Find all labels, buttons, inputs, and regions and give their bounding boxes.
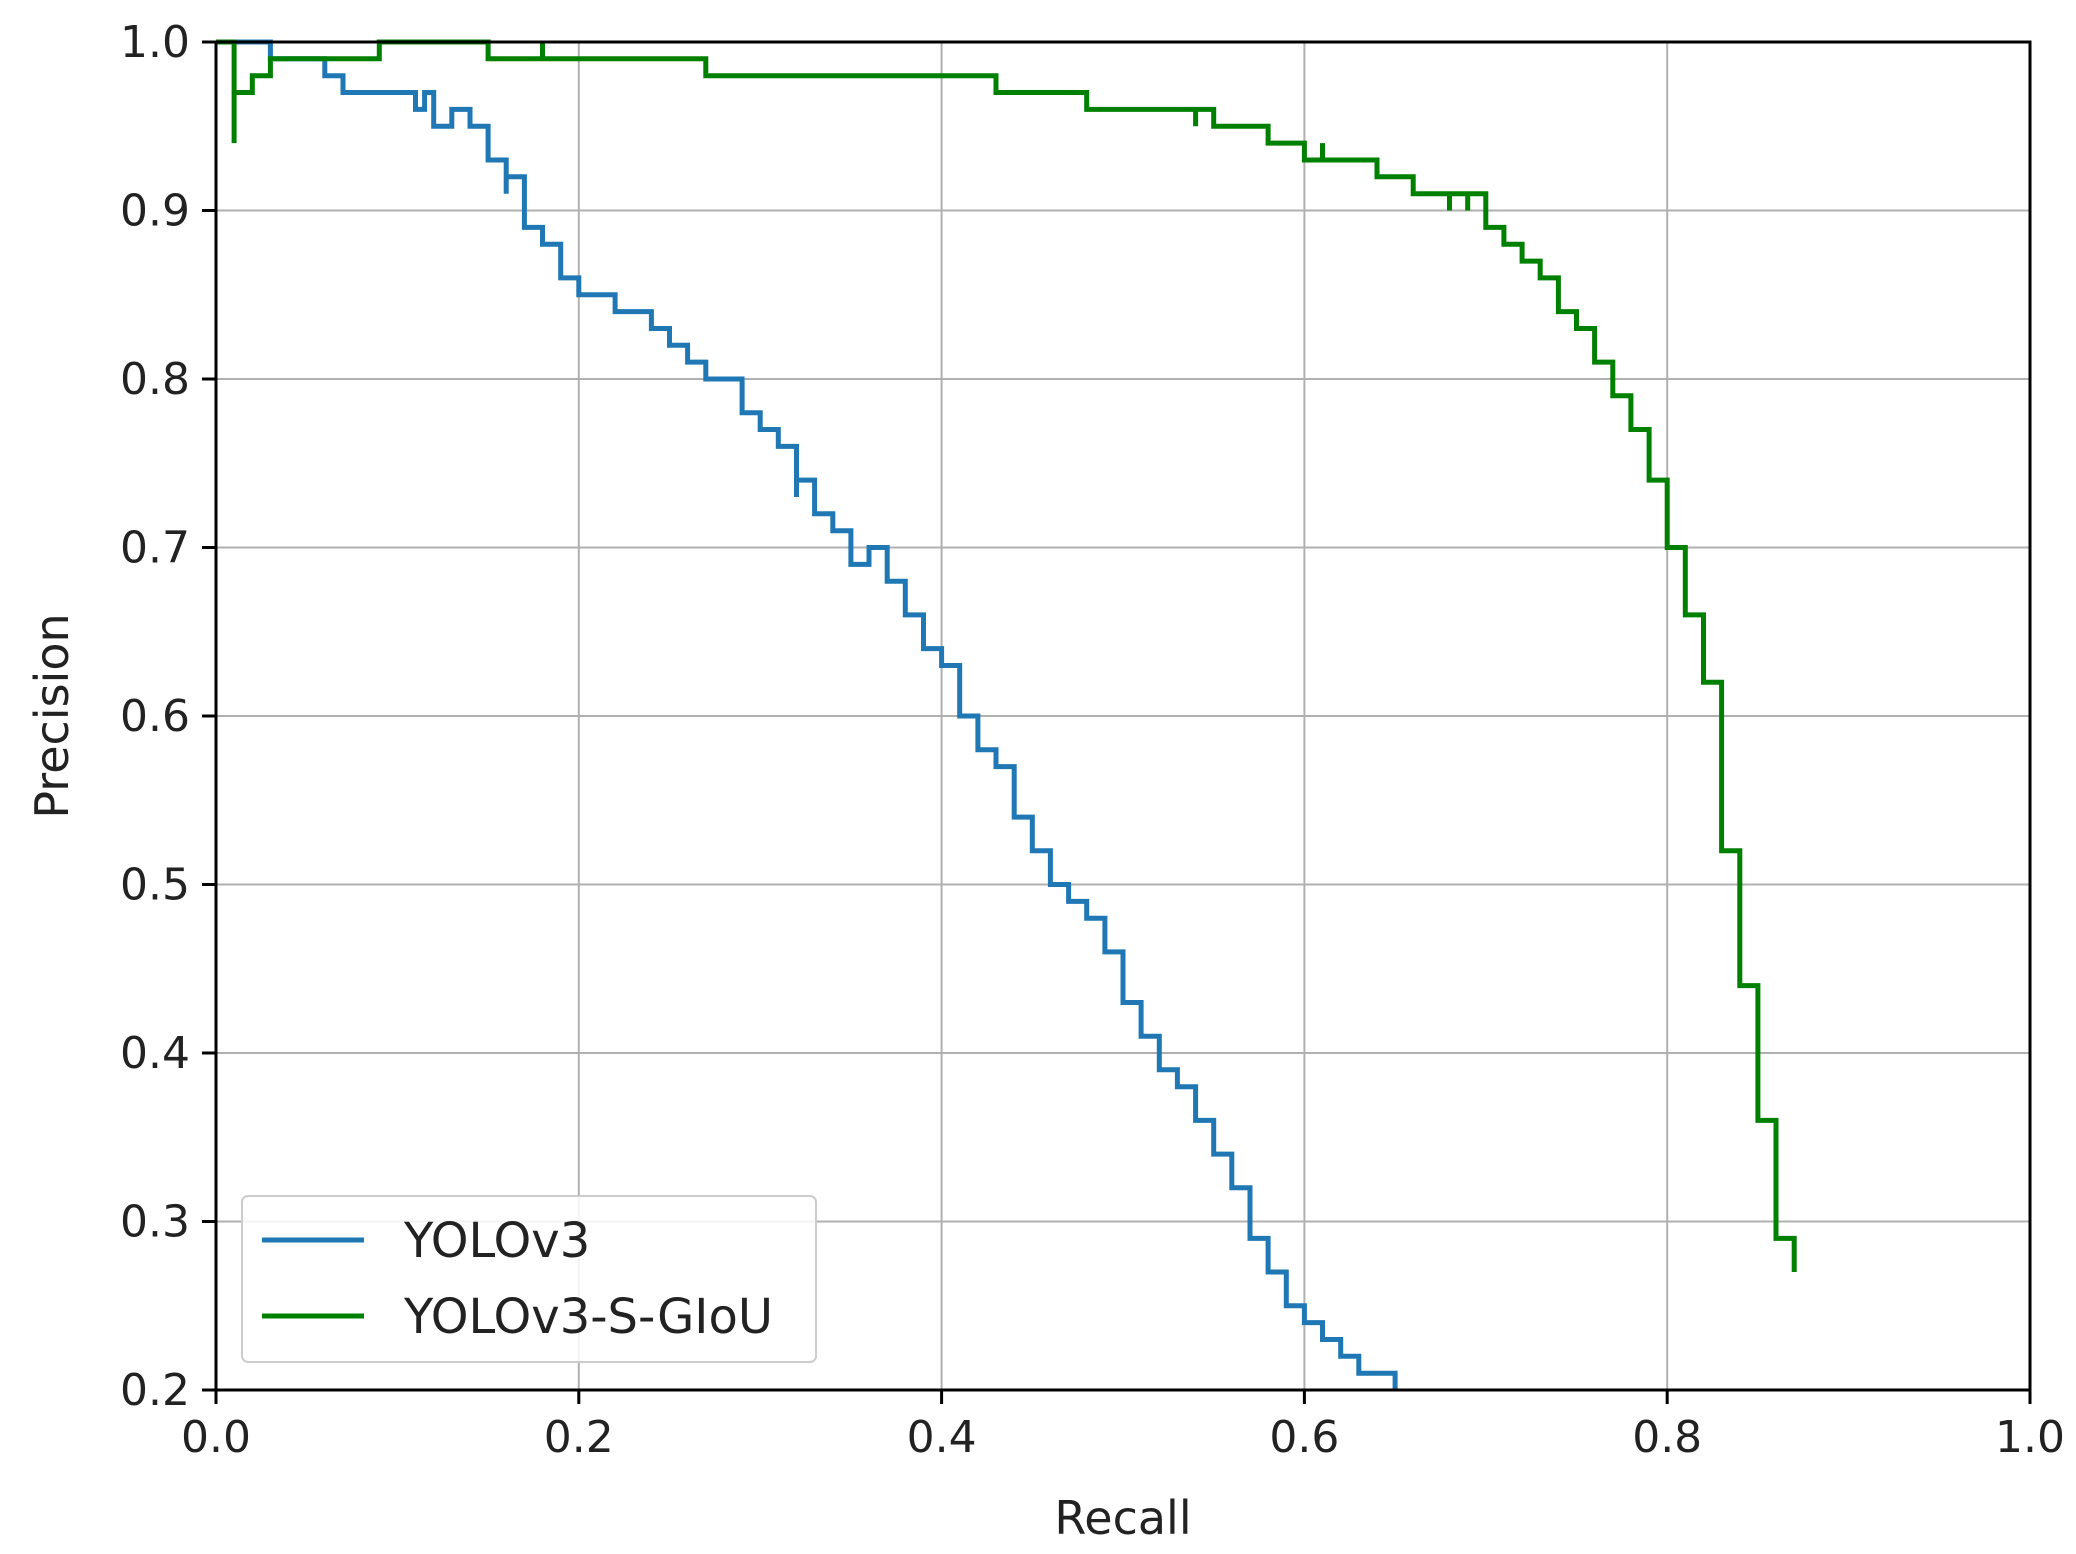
y-tick-label: 0.2 [120, 1365, 190, 1416]
x-tick-label: 1.0 [1995, 1412, 2065, 1463]
y-tick-label: 0.4 [120, 1028, 190, 1079]
legend-label-yolov3-s-giou: YOLOv3-S-GIoU [403, 1289, 773, 1345]
x-tick-label: 0.8 [1632, 1412, 1702, 1463]
y-tick-label: 0.3 [120, 1197, 190, 1248]
y-tick-label: 0.9 [120, 186, 190, 237]
x-axis-label: Recall [1054, 1491, 1191, 1545]
legend: YOLOv3 YOLOv3-S-GIoU [241, 1195, 817, 1363]
y-tick-label: 0.6 [120, 691, 190, 742]
x-tick-label: 0.6 [1269, 1412, 1339, 1463]
x-tick-label: 0.2 [544, 1412, 614, 1463]
x-tick-label: 0.0 [181, 1412, 251, 1463]
y-axis-label: Precision [25, 613, 79, 818]
y-tick-label: 0.8 [120, 354, 190, 405]
y-tick-label: 0.5 [120, 860, 190, 911]
y-tick-label: 0.7 [120, 523, 190, 574]
axis-ticks: 0.0 0.2 0.4 0.6 0.8 1.00.20.30.40.50.60.70.80… [120, 17, 2065, 1463]
x-tick-label: 0.4 [907, 1412, 977, 1463]
series-line-yolov3 [216, 39, 1398, 1390]
legend-box [241, 1195, 817, 1363]
y-tick-label: 1.0 [120, 17, 190, 68]
legend-label-yolov3: YOLOv3 [403, 1213, 590, 1269]
